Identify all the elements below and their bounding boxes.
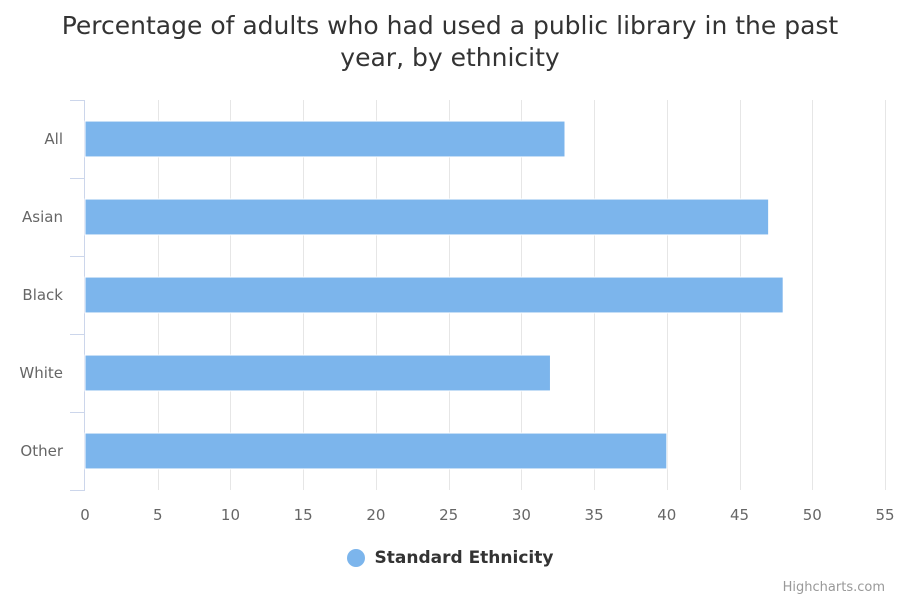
value-tick-label: 55 (875, 506, 894, 524)
bar-other[interactable] (84, 432, 668, 470)
value-tick-label: 10 (221, 506, 240, 524)
bar-all[interactable] (84, 120, 566, 158)
category-label: Asian (22, 208, 63, 226)
value-tick-label: 5 (153, 506, 163, 524)
value-tick-label: 40 (657, 506, 676, 524)
legend-item-standard-ethnicity[interactable]: Standard Ethnicity (346, 548, 554, 568)
legend-marker-icon (346, 549, 365, 567)
category-label: Black (22, 286, 63, 304)
value-tick-label: 45 (730, 506, 749, 524)
value-tick-label: 20 (366, 506, 385, 524)
value-tick-label: 30 (512, 506, 531, 524)
value-tick-label: 50 (803, 506, 822, 524)
value-tick-label: 15 (294, 506, 313, 524)
bar-white[interactable] (84, 354, 551, 392)
bar-black[interactable] (84, 276, 784, 314)
legend: Standard Ethnicity (0, 548, 900, 568)
value-tick-label: 0 (80, 506, 90, 524)
legend-label: Standard Ethnicity (374, 548, 554, 568)
value-tick-label: 25 (439, 506, 458, 524)
category-label: Other (20, 442, 63, 460)
credits-link[interactable]: Highcharts.com (782, 580, 885, 595)
chart-title: Percentage of adults who had used a publ… (61, 11, 839, 72)
value-tick-label: 35 (585, 506, 604, 524)
category-label: White (19, 364, 63, 382)
category-label: All (44, 130, 63, 148)
bar-asian[interactable] (84, 198, 770, 236)
